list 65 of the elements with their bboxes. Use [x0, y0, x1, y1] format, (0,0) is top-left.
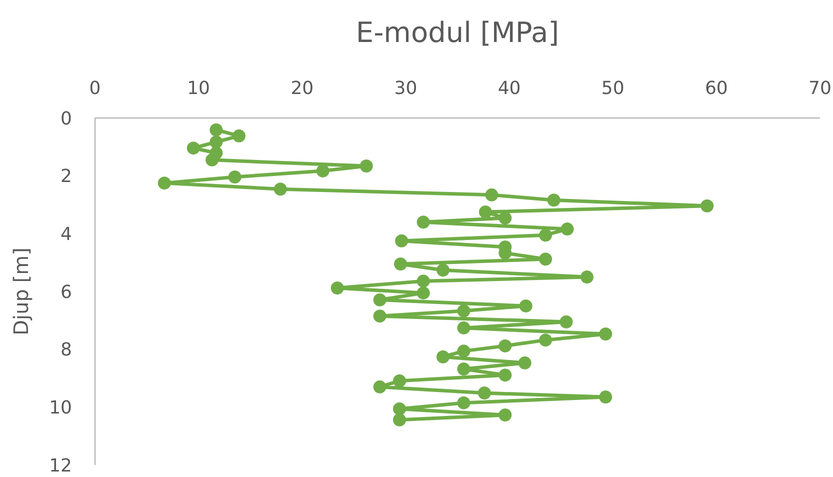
x-tick-label: 60 [704, 78, 728, 99]
point [539, 252, 552, 266]
point [436, 350, 450, 364]
point [316, 164, 330, 178]
point [580, 270, 594, 284]
point [330, 282, 344, 295]
point [498, 339, 512, 352]
y-axis-title: Djup [m] [9, 248, 33, 336]
y-tick-label: 10 [49, 397, 72, 418]
point [560, 315, 573, 328]
x-tick-label: 30 [394, 78, 418, 99]
point [373, 380, 386, 394]
x-tick-label: 50 [601, 78, 624, 99]
point [700, 199, 714, 212]
point [485, 188, 498, 202]
point [416, 216, 430, 229]
point [498, 368, 512, 382]
point [436, 264, 450, 277]
point [457, 396, 470, 410]
point [394, 258, 408, 271]
point [498, 212, 512, 225]
point [210, 123, 223, 136]
point [518, 356, 532, 370]
point [274, 182, 287, 196]
point [232, 129, 246, 142]
point [457, 304, 470, 318]
point [498, 408, 512, 422]
y-tick-label: 0 [60, 108, 72, 130]
point [373, 293, 386, 306]
point [457, 362, 470, 376]
point [416, 286, 430, 300]
point [393, 402, 406, 416]
y-tick-label: 12 [49, 455, 72, 476]
point [539, 334, 552, 347]
point [519, 299, 532, 312]
point [478, 386, 491, 400]
x-tick-label: 0 [89, 78, 101, 99]
point [457, 344, 470, 358]
point [228, 170, 242, 184]
y-tick-label: 6 [60, 282, 72, 303]
point [360, 160, 373, 172]
y-tick-label: 8 [60, 340, 72, 361]
y-tick-label: 2 [60, 166, 72, 188]
point [206, 153, 219, 166]
x-tick-label: 20 [290, 78, 314, 99]
point [158, 176, 171, 190]
point [457, 321, 470, 334]
point [416, 274, 430, 288]
y-tick-label: 4 [60, 224, 72, 245]
point [393, 413, 406, 426]
point [395, 234, 408, 248]
point [547, 194, 560, 207]
point [373, 310, 386, 323]
point [478, 205, 492, 218]
point [210, 136, 223, 148]
point [599, 390, 612, 404]
chart-title: E-modul [MPa] [356, 16, 560, 49]
point [393, 374, 406, 388]
x-tick-label: 70 [808, 78, 832, 99]
point [539, 228, 552, 242]
x-tick-label: 10 [187, 78, 210, 99]
point [186, 142, 200, 155]
point [599, 328, 612, 341]
x-tick-label: 40 [498, 78, 521, 99]
point [560, 222, 574, 236]
